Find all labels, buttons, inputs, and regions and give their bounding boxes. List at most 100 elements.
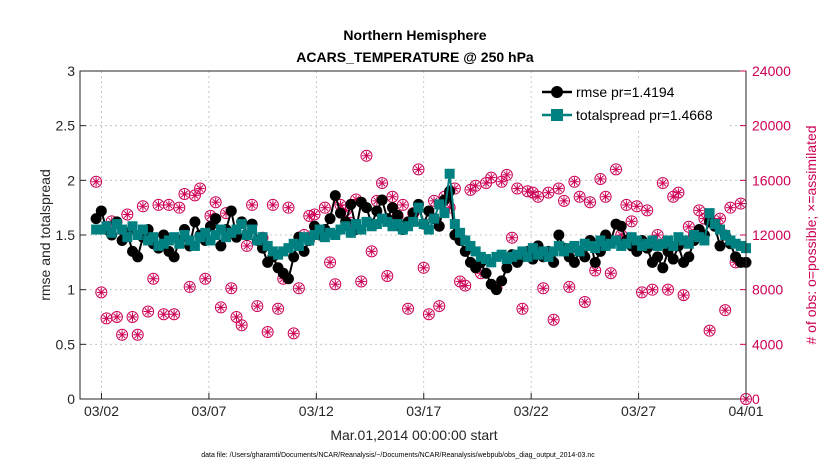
totalspread-point: [200, 227, 211, 238]
obs-assimilated-point: [413, 164, 423, 174]
obs-assimilated-point: [247, 200, 257, 210]
y-right-tick-label-6: 24000: [752, 63, 791, 79]
totalspread-point: [559, 246, 570, 257]
obs-assimilated-point: [507, 233, 517, 243]
obs-assimilated-point: [117, 330, 127, 340]
totalspread-point: [231, 224, 242, 235]
obs-possible-point: [131, 328, 144, 341]
x-tick-label-5: 03/27: [621, 403, 656, 419]
obs-assimilated-point: [517, 304, 527, 314]
rmse-point: [288, 251, 300, 263]
obs-possible-point: [417, 261, 430, 274]
obs-assimilated-point: [642, 205, 652, 215]
totalspread-point: [715, 224, 726, 235]
obs-assimilated-point: [632, 201, 642, 211]
obs-assimilated-point: [585, 197, 595, 207]
obs-assimilated-point: [231, 312, 241, 322]
totalspread-point: [184, 235, 195, 246]
obs-possible-point: [157, 308, 170, 321]
obs-assimilated-point: [543, 188, 553, 198]
totalspread-point: [455, 227, 466, 238]
obs-assimilated-point: [403, 304, 413, 314]
totalspread-point: [694, 232, 705, 243]
totalspread-point: [288, 238, 299, 249]
obs-assimilated-point: [200, 274, 210, 284]
totalspread-point: [574, 246, 585, 257]
obs-assimilated-point: [361, 151, 371, 161]
totalspread-point: [195, 232, 206, 243]
totalspread-point: [512, 249, 523, 260]
totalspread-point: [585, 240, 596, 251]
obs-possible-point: [376, 177, 389, 190]
totalspread-point: [704, 208, 715, 219]
rmse-point: [444, 185, 456, 197]
totalspread-point: [143, 235, 154, 246]
totalspread-point: [210, 230, 221, 240]
x-tick-label-1: 03/07: [191, 403, 226, 419]
rmse-point: [210, 213, 222, 225]
obs-possible-point: [261, 326, 274, 339]
totalspread-point: [221, 232, 232, 243]
totalspread-point: [148, 232, 159, 243]
totalspread-point: [501, 254, 512, 265]
totalspread-point: [304, 235, 315, 246]
totalspread-point: [106, 227, 117, 238]
legend-totalspread-label: totalspread pr=1.4668: [576, 107, 713, 123]
totalspread-point: [293, 240, 304, 251]
obs-possible-point: [714, 212, 727, 225]
obs-possible-point: [365, 245, 378, 258]
obs-assimilated-point: [637, 287, 647, 297]
totalspread-point: [215, 224, 226, 235]
totalspread-point: [491, 251, 502, 262]
obs-assimilated-point: [601, 192, 611, 202]
obs-assimilated-point: [647, 285, 657, 295]
totalspread-point: [600, 240, 611, 251]
rmse-point: [568, 256, 580, 268]
totalspread-point: [96, 224, 107, 235]
obs-assimilated-point: [190, 190, 200, 200]
totalspread-point: [189, 240, 200, 251]
x-tick-label-0: 03/02: [84, 403, 119, 419]
totalspread-point: [434, 199, 445, 210]
obs-possible-point: [142, 305, 155, 318]
obs-assimilated-point: [382, 271, 392, 281]
totalspread-point: [418, 219, 429, 230]
rmse-point: [376, 194, 388, 206]
obs-assimilated-point: [606, 268, 616, 278]
rmse-point: [282, 273, 294, 285]
totalspread-point: [642, 238, 653, 249]
obs-assimilated-point: [96, 287, 106, 297]
totalspread-point: [543, 251, 554, 262]
obs-possible-point: [625, 215, 638, 228]
totalspread-point: [262, 240, 273, 251]
totalspread-point: [689, 230, 700, 240]
totalspread-point: [252, 235, 263, 246]
obs-assimilated-point: [273, 304, 283, 314]
obs-assimilated-point: [356, 276, 366, 286]
obs-assimilated-point: [673, 188, 683, 198]
totalspread-point: [496, 249, 507, 260]
obs-possible-point: [552, 182, 565, 195]
y-left-tick-label-0: 0: [67, 391, 75, 407]
totalspread-point: [153, 240, 164, 251]
totalspread-point: [730, 238, 741, 249]
obs-assimilated-point: [330, 279, 340, 289]
obs-possible-point: [329, 278, 342, 291]
obs-assimilated-point: [684, 222, 694, 232]
totalspread-point: [621, 238, 632, 249]
obs-assimilated-point: [309, 210, 319, 219]
totalspread-point: [663, 235, 674, 246]
rmse-point: [553, 229, 565, 241]
y-right-tick-label-3: 12000: [752, 227, 791, 243]
obs-assimilated-point: [580, 297, 590, 307]
obs-assimilated-point: [627, 216, 637, 226]
legend-rmse-marker: [551, 86, 563, 98]
obs-assimilated-point: [554, 184, 564, 194]
rmse-point: [652, 251, 664, 263]
obs-possible-point: [584, 196, 597, 209]
obs-assimilated-point: [725, 203, 735, 213]
totalspread-point: [169, 232, 180, 243]
x-axis-label: Mar.01,2014 00:00:00 start: [330, 427, 497, 443]
obs-assimilated-point: [720, 305, 730, 315]
totalspread-point: [278, 246, 289, 257]
